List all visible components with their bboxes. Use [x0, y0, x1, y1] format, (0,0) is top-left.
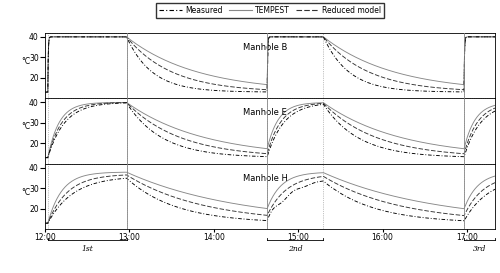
Bar: [48, 33, 126, 98]
Text: Manhole E: Manhole E: [243, 108, 287, 117]
Text: Manhole B: Manhole B: [243, 43, 288, 52]
Y-axis label: °C: °C: [22, 57, 31, 66]
Text: 2nd: 2nd: [288, 245, 302, 253]
Y-axis label: °C: °C: [22, 188, 31, 197]
Bar: [267, 98, 324, 164]
Bar: [464, 33, 495, 98]
Legend: Measured, TEMPEST, Reduced model: Measured, TEMPEST, Reduced model: [156, 2, 384, 18]
Y-axis label: °C: °C: [22, 122, 31, 131]
Text: 1st: 1st: [81, 245, 93, 253]
Text: Manhole H: Manhole H: [243, 174, 288, 183]
Bar: [267, 164, 324, 229]
Bar: [48, 98, 126, 164]
Bar: [48, 164, 126, 229]
Bar: [464, 164, 495, 229]
Bar: [464, 98, 495, 164]
Text: 3rd: 3rd: [473, 245, 486, 253]
Bar: [267, 33, 324, 98]
